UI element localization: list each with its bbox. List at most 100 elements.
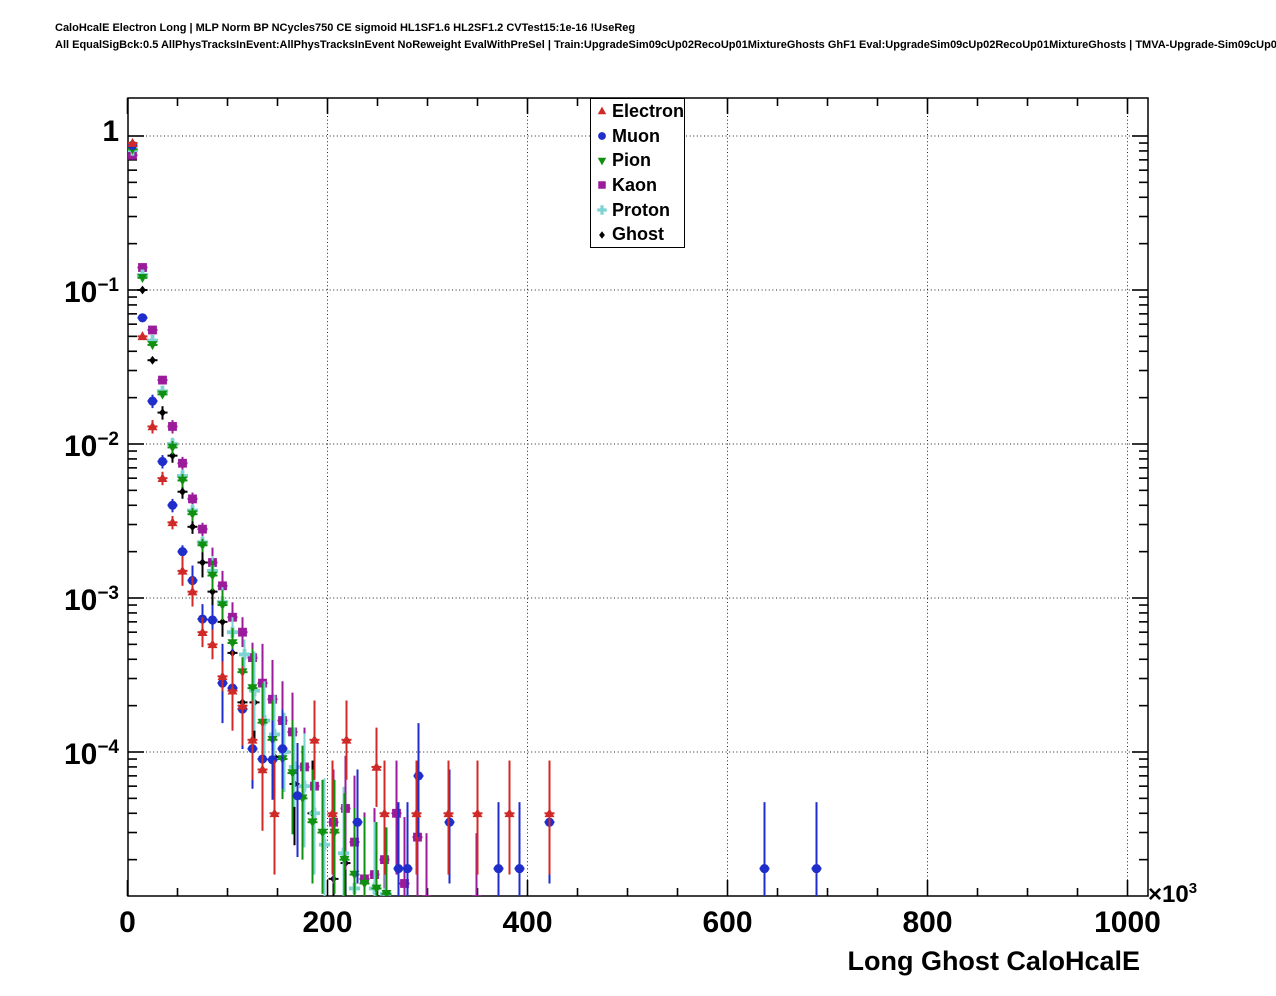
legend: Electron Muon Pion Kaon Proton Ghost (590, 98, 685, 248)
legend-entry-proton: Proton (591, 198, 684, 223)
legend-entry-muon: Muon (591, 124, 684, 149)
legend-label: Proton (612, 199, 670, 220)
data-marker-cross (238, 648, 251, 661)
y-tick-label: 10−3 (63, 583, 119, 617)
y-tick-label: 1 (102, 115, 119, 148)
data-marker-circle (493, 863, 504, 874)
data-marker-circle (413, 771, 424, 781)
x-axis-title: Long Ghost CaloHcalE (847, 946, 1140, 976)
data-marker-cross (288, 761, 301, 773)
data-marker-triangle-down (371, 884, 382, 894)
data-marker-circle (352, 817, 363, 827)
data-marker-triangle-up (504, 808, 515, 818)
data-marker-circle (811, 863, 822, 874)
data-marker-triangle-up (379, 808, 390, 818)
data-marker-triangle-up (371, 761, 382, 771)
data-marker-triangle-down (207, 571, 218, 581)
data-marker-triangle-down (157, 390, 168, 400)
data-marker-square (238, 627, 247, 637)
x-tick-label: 400 (502, 906, 553, 939)
data-marker-circle (393, 863, 404, 874)
data-marker-triangle-down (247, 684, 258, 694)
data-marker-square (400, 879, 409, 888)
data-marker-circle (207, 615, 218, 625)
data-marker-circle (759, 863, 770, 874)
data-marker-triangle-down (287, 769, 298, 779)
legend-entry-kaon: Kaon (591, 173, 684, 198)
data-marker-square (138, 263, 147, 272)
triangle-down-icon (597, 157, 607, 166)
data-marker-triangle-down (167, 443, 178, 453)
data-marker-diamond (199, 558, 206, 567)
data-marker-triangle-up (327, 808, 338, 818)
data-marker-square (258, 678, 267, 688)
cross-icon (597, 205, 607, 215)
data-marker-cross (318, 839, 331, 851)
data-marker-square (472, 895, 481, 896)
data-marker-triangle-up (147, 421, 158, 431)
data-marker-diamond (169, 451, 176, 461)
data-marker-triangle-up (157, 472, 168, 482)
x-tick-label: 800 (902, 906, 953, 939)
data-marker-circle (292, 791, 303, 801)
data-marker-diamond (139, 285, 146, 295)
series-muon (128, 140, 822, 896)
data-marker-triangle-up (309, 734, 320, 744)
data-marker-circle (157, 456, 168, 467)
data-marker-cross (298, 780, 311, 792)
data-marker-square (598, 181, 606, 190)
data-marker-triangle-up (217, 671, 228, 681)
data-marker-triangle-down (359, 879, 370, 889)
diamond-icon (599, 230, 605, 239)
legend-entry-pion: Pion (591, 148, 684, 173)
data-marker-square (268, 694, 277, 704)
data-marker-triangle-down (307, 818, 318, 828)
data-marker-triangle-down (147, 341, 158, 351)
data-marker-triangle-down (317, 828, 328, 838)
data-marker-triangle-down (227, 639, 238, 649)
data-marker-circle (177, 547, 188, 557)
data-marker-circle (167, 500, 178, 510)
data-marker-triangle-up (197, 626, 208, 636)
data-marker-triangle-down (217, 601, 228, 611)
data-marker-triangle-up (257, 764, 268, 774)
data-marker-square (158, 375, 167, 385)
data-marker-cross (597, 205, 607, 215)
y-tick-label: 10−1 (63, 275, 119, 309)
data-marker-triangle-up (341, 734, 352, 744)
legend-label: Electron (612, 100, 685, 121)
legend-entry-ghost: Ghost (591, 222, 684, 247)
data-marker-triangle-up (472, 808, 483, 818)
circle-icon (598, 132, 606, 140)
data-marker-circle (402, 863, 413, 874)
data-marker-square (218, 581, 227, 591)
data-marker-triangle-up (207, 639, 218, 649)
series-pion (128, 145, 392, 896)
data-marker-square (198, 524, 207, 534)
data-marker-triangle-down (137, 274, 148, 284)
data-marker-triangle-up (237, 700, 248, 710)
data-marker-triangle-up (137, 331, 148, 341)
x-axis-exponent-label: ×103 (1148, 880, 1198, 908)
legend-label: Ghost (612, 224, 664, 245)
data-marker-triangle-up (544, 808, 555, 818)
triangle-up-icon (597, 106, 607, 115)
data-marker-triangle-up (177, 565, 188, 575)
legend-label: Kaon (612, 174, 657, 195)
data-marker-square (422, 895, 431, 896)
data-marker-cross (268, 728, 281, 741)
y-tick-label: 10−2 (63, 429, 119, 463)
legend-entry-electron: Electron (591, 99, 684, 124)
data-marker-triangle-up (411, 808, 422, 818)
data-marker-square (168, 422, 177, 431)
data-marker-diamond (209, 587, 216, 597)
data-marker-triangle-up (443, 808, 454, 818)
data-marker-triangle-down (339, 855, 350, 865)
data-marker-diamond (159, 408, 166, 417)
data-marker-triangle-up (167, 517, 178, 527)
data-marker-triangle-down (197, 541, 208, 551)
data-marker-triangle-down (187, 510, 198, 520)
data-marker-triangle-down (597, 157, 607, 166)
data-marker-square (178, 458, 187, 468)
data-marker-triangle-up (187, 586, 198, 596)
